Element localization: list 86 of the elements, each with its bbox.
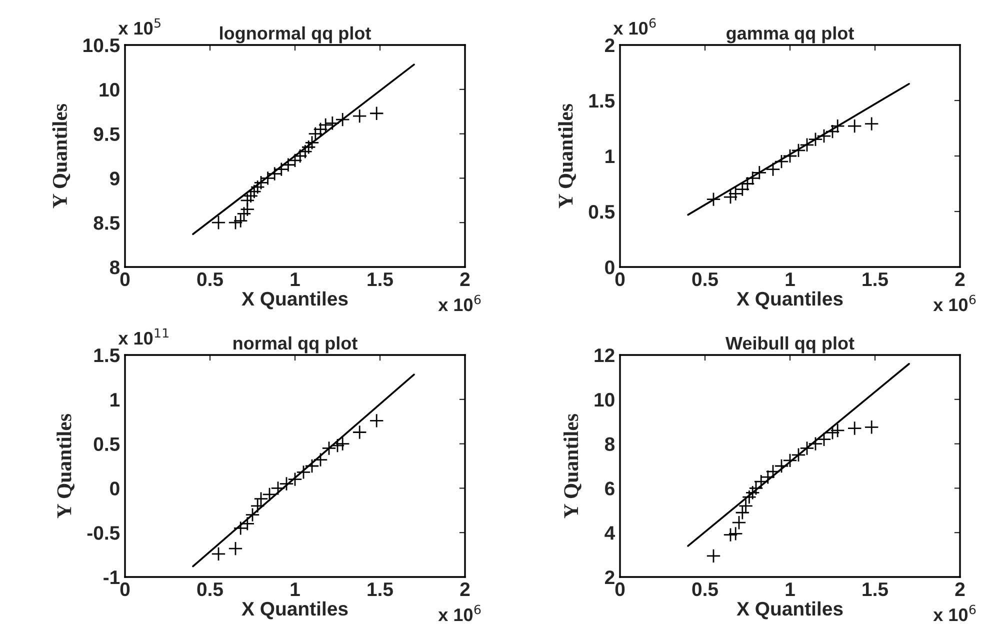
chart-title: Weibull qq plot (725, 336, 854, 354)
x-tick-label: 1 (290, 582, 300, 596)
y-tick-label: 12 (594, 348, 614, 362)
y-tick-label: 9 (110, 172, 120, 186)
y-tick-label: 2 (605, 38, 614, 52)
point (352, 108, 367, 124)
text: x 10$^{5}$ (118, 18, 160, 35)
y-tick-label: 0 (605, 260, 614, 274)
x-tick-label: 0.5 (197, 582, 223, 596)
point (211, 215, 226, 230)
x-tick-label: 1 (786, 272, 795, 286)
x-tick-label: 2 (460, 272, 470, 286)
x-tick-label: 2 (955, 582, 965, 596)
x-tick-label: 1 (290, 272, 300, 286)
point (369, 413, 384, 428)
y-axis-title: Y Quantiles (56, 414, 74, 518)
y-tick-label: 8 (110, 260, 120, 274)
point (864, 116, 879, 132)
x-tick-label: 0 (120, 582, 130, 596)
y-tick-label: 1 (110, 393, 120, 406)
text: x 10$^{11}$ (118, 328, 168, 345)
y-axis-title: Y Quantiles (558, 104, 576, 208)
chart-title: gamma qq plot (726, 26, 854, 44)
x-tick-label: 1 (786, 582, 795, 596)
point (728, 526, 743, 541)
text: x 10$^{6}$ (933, 604, 976, 622)
y-tick-label: 1.5 (94, 348, 120, 362)
y-tick-label: 1.5 (589, 94, 615, 108)
y-axis-title: Y Quantiles (52, 104, 70, 208)
y-tick-label: 10 (100, 82, 120, 97)
point (864, 420, 879, 434)
x-axis-title: X Quantiles (242, 601, 348, 620)
y-tick-label: 0.5 (94, 437, 120, 452)
chart-title: lognormal qq plot (220, 26, 372, 44)
point (830, 423, 845, 438)
y-tick-label: 4 (604, 526, 616, 540)
x-axis-title: X Quantiles (736, 291, 843, 310)
y-tick-label: 8 (604, 437, 615, 452)
point (745, 485, 760, 500)
text: x 10$^{6}$ (438, 294, 481, 312)
x-tick-label: 0 (615, 272, 625, 286)
x-axis-title: X Quantiles (242, 291, 348, 310)
point (847, 118, 862, 134)
x-axis-title: X Quantiles (736, 601, 843, 620)
y-tick-label: -1 (104, 570, 120, 584)
point (847, 420, 862, 436)
point (335, 436, 350, 452)
text: x 10$^{6}$ (613, 18, 656, 35)
x-tick-label: 0.5 (692, 582, 718, 596)
point (335, 112, 350, 127)
point (369, 106, 384, 121)
point (211, 546, 226, 562)
chart-title: normal qq plot (234, 336, 358, 354)
x-tick-label: 2 (955, 272, 965, 286)
point (352, 424, 367, 440)
point (706, 548, 721, 564)
y-tick-label: 2 (605, 570, 614, 584)
y-tick-label: 10 (594, 392, 614, 407)
x-tick-label: 0.5 (692, 272, 718, 286)
x-tick-label: 0.5 (197, 272, 223, 286)
y-tick-label: 0.5 (588, 204, 615, 219)
point (723, 190, 738, 204)
text: x 10$^{6}$ (438, 604, 481, 622)
x-tick-label: 2 (460, 582, 470, 596)
text: x 10$^{6}$ (933, 294, 976, 312)
y-tick-label: 9.5 (94, 127, 120, 142)
point (732, 515, 746, 530)
x-tick-label: 1.5 (862, 582, 888, 596)
point (330, 438, 345, 453)
x-tick-label: 1.5 (368, 582, 393, 596)
y-tick-label: 6 (605, 482, 614, 496)
y-tick-label: 1 (606, 150, 615, 164)
y-tick-label: 10.5 (84, 38, 120, 52)
x-tick-label: 0 (615, 582, 625, 596)
point (706, 192, 721, 207)
y-tick-label: -0.5 (87, 526, 120, 540)
point (325, 116, 340, 130)
point (322, 440, 336, 456)
point (723, 528, 738, 542)
y-tick-label: 8.5 (94, 216, 120, 230)
x-tick-label: 1.5 (368, 272, 393, 286)
y-tick-label: 0 (110, 482, 120, 496)
x-tick-label: 0 (120, 272, 130, 286)
x-tick-label: 1.5 (862, 272, 888, 286)
point (228, 541, 243, 556)
y-axis-title: Y Quantiles (564, 414, 582, 518)
